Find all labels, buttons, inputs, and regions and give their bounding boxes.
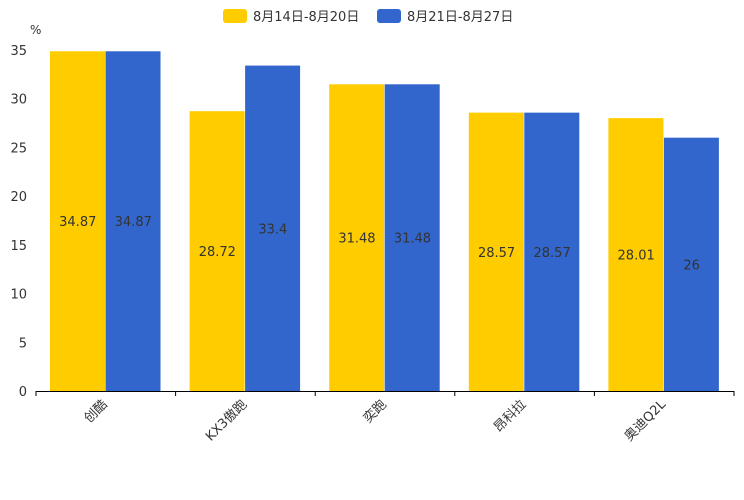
data-label: 28.57	[533, 246, 570, 261]
data-label: 28.01	[618, 249, 655, 264]
y-tick-label: 35	[10, 44, 27, 59]
bar	[189, 111, 245, 391]
legend-label: 8月14日-8月20日	[253, 10, 359, 25]
legend-swatch	[377, 9, 401, 23]
x-tick-label: KX3傲跑	[203, 397, 250, 444]
legend: 8月14日-8月20日 8月21日-8月27日	[223, 9, 513, 25]
x-tick-label: 奕跑	[360, 397, 390, 427]
bar	[384, 84, 440, 391]
bars: 34.87 28.72 31.48 28.57 28.01 34.87 33.4 31.48 2…	[50, 51, 719, 392]
legend-swatch	[223, 9, 247, 23]
x-tick-label: 创酷	[82, 397, 111, 426]
bar	[524, 112, 580, 391]
y-tick-label: 30	[10, 93, 27, 108]
data-label: 34.87	[115, 215, 152, 230]
bar	[608, 118, 664, 391]
y-tick-label: 15	[10, 239, 27, 254]
data-label: 31.48	[338, 232, 375, 247]
data-label: 28.57	[478, 246, 515, 261]
y-axis: 0 5 10 15 20 25 30 35	[10, 44, 27, 400]
data-label: 31.48	[394, 232, 431, 247]
legend-item[interactable]: 8月21日-8月27日	[377, 9, 513, 25]
bar	[329, 84, 385, 391]
y-tick-label: 5	[19, 336, 27, 351]
legend-item[interactable]: 8月14日-8月20日	[223, 9, 359, 25]
y-tick-label: 25	[10, 141, 27, 156]
bar	[663, 137, 719, 391]
bar	[105, 51, 161, 391]
x-tick-label: 昂科拉	[491, 397, 529, 435]
bar	[245, 65, 301, 392]
bar	[50, 51, 105, 391]
y-axis-label: %	[30, 23, 41, 37]
legend-label: 8月21日-8月27日	[407, 10, 513, 25]
data-label: 28.72	[199, 245, 236, 260]
x-tick-label: 奥迪Q2L	[622, 397, 670, 445]
y-tick-label: 20	[10, 190, 27, 205]
y-tick-label: 0	[19, 385, 27, 400]
bar	[468, 112, 524, 391]
y-tick-label: 10	[10, 288, 27, 303]
x-axis: 创酷 KX3傲跑 奕跑 昂科拉 奥迪Q2L	[35, 391, 735, 445]
data-label: 26	[683, 258, 700, 273]
data-label: 34.87	[59, 215, 96, 230]
data-label: 33.4	[258, 222, 287, 237]
